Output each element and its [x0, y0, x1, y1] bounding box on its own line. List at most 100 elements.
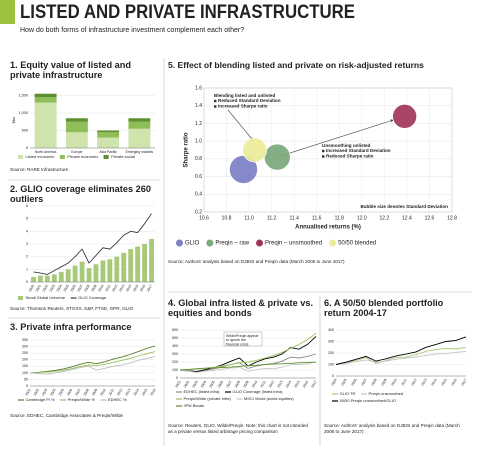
x-tick-label: 2003 [191, 380, 198, 389]
text-line: financial crisis [226, 342, 249, 346]
x-tick-label: 2007 [360, 378, 367, 387]
annotation: Wilde/Preqin appear to ignore the financia… [226, 334, 259, 346]
chart-title: 3. Private infra performance [10, 322, 132, 332]
x-tick-label: 2001 [24, 388, 31, 397]
series-line [33, 213, 152, 275]
legend-swatch [206, 239, 214, 247]
bubble [229, 155, 258, 184]
legend-label: Small Global Universe [26, 295, 66, 300]
x-tick-label: 2008 [83, 388, 90, 397]
x-tick-label: 2007 [74, 388, 81, 397]
x-tick-label: 12.0 [357, 215, 367, 221]
bullet [322, 155, 325, 158]
annotation-item: Reduced Standard Deviation [218, 98, 281, 103]
bar [121, 252, 127, 282]
annotation-title: Unsmoothing unlisted [322, 143, 371, 148]
source-note: Source: Authors' analysis based on DJBGI… [168, 259, 345, 264]
text-line: 6. A 50/50 blended portfolio [324, 298, 444, 308]
legend-label: Private economic [67, 154, 98, 159]
bar [86, 268, 92, 282]
x-tick-label: 2004 [56, 284, 63, 293]
bar-segment [65, 121, 88, 133]
y-tick-label: 1.6 [195, 85, 202, 91]
y-tick-label: 400 [172, 344, 178, 348]
x-tick-label: 2016 [302, 380, 309, 389]
x-tick-label: 2013 [124, 388, 131, 397]
legend-label: Preqin unsmoothed [368, 391, 403, 396]
x-tick-label: 2014 [430, 378, 437, 387]
source-note: Source: EDHEC, Cambridge Associates & Pr… [10, 413, 124, 418]
y-tick-label: 500 [172, 336, 178, 340]
bar-segment [97, 137, 120, 148]
chart-title: 5. Effect of blending listed and private… [168, 60, 424, 70]
annotation-title: Blending listed and unlisted [214, 93, 275, 98]
text-line: Source: Reuters, GLIO, Wilde/Preqin. Not… [168, 423, 308, 428]
bar-segment [128, 118, 151, 122]
y-axis-label: $bn [11, 117, 16, 124]
x-tick-label: 2005 [63, 284, 70, 293]
bar [31, 276, 36, 282]
x-tick-label: 2016 [450, 378, 457, 387]
y-tick-label: 1.2 [195, 121, 202, 127]
plot-frame [203, 87, 453, 213]
legend-label: GLIO Coverage [78, 295, 107, 300]
x-tick-label: 2006 [350, 378, 357, 387]
x-tick-label: 2014 [125, 284, 132, 293]
bar [44, 275, 50, 282]
x-tick-label: 2010 [99, 388, 106, 397]
x-tick-label: 2015 [440, 378, 447, 387]
y-tick-label: 1,500 [18, 94, 28, 98]
x-tick-label: 2001 [35, 284, 42, 293]
x-tick-label: 12.8 [447, 215, 457, 221]
x-tick-label: 2002 [33, 388, 40, 397]
y-tick-label: 1.0 [195, 138, 202, 144]
x-tick-label: 2013 [276, 380, 283, 389]
y-tick-label: 1.4 [195, 103, 202, 109]
y-tick-label: 4 [26, 229, 28, 233]
x-tick-label: 2006 [66, 388, 73, 397]
legend-label: GLIO TR [340, 391, 356, 396]
legend-label: MSCI World (world equities) [244, 396, 294, 401]
x-tick-label: 2010 [390, 378, 397, 387]
y-tick-label: 200 [172, 360, 178, 364]
x-tick-label: 2012 [116, 388, 123, 397]
legend-swatch [329, 239, 337, 247]
source-note: Source: RARE Infrastructure [10, 167, 69, 172]
x-tick-label: 2017 [146, 284, 153, 293]
y-tick-label: 500 [22, 129, 28, 133]
x-tick-label: 2003 [41, 388, 48, 397]
x-tick-label: 2009 [91, 388, 98, 397]
legend-label: JPM Bonds [184, 403, 204, 408]
y-tick-label: 350 [22, 338, 28, 342]
x-tick-label: 2013 [118, 284, 125, 293]
x-tick-label: Emerging markets [126, 150, 154, 154]
y-tick-label: 200 [22, 358, 28, 362]
bar [58, 271, 64, 282]
text-line: Wilde/Preqin appear [226, 334, 259, 338]
x-tick-label: 2001 [174, 380, 181, 389]
y-tick-label: 250 [22, 351, 28, 355]
y-tick-label: 150 [22, 364, 28, 368]
text-line: private infrastructure [10, 70, 102, 80]
series-line [29, 355, 156, 375]
legend-swatch [18, 155, 23, 159]
bar [114, 256, 120, 282]
series-line [335, 336, 467, 365]
y-tick-label: 100 [328, 362, 334, 366]
x-tick-label: 2017 [310, 380, 317, 389]
x-tick-label: 2012 [410, 378, 417, 387]
series-line [335, 350, 467, 365]
x-tick-label: 12.6 [425, 215, 435, 221]
x-tick-label: Europe [71, 150, 82, 154]
x-tick-label: 10.8 [222, 215, 232, 221]
y-tick-label: 300 [22, 345, 28, 349]
x-tick-label: 2017 [460, 378, 467, 387]
x-tick-label: 2015 [141, 388, 148, 397]
text-line: 3. Private infra performance [10, 322, 132, 332]
legend-swatch [18, 296, 23, 300]
series-line [335, 346, 467, 365]
bar [79, 261, 85, 282]
text-line: 5. Effect of blending listed and private… [168, 60, 424, 70]
bubble [392, 104, 417, 129]
